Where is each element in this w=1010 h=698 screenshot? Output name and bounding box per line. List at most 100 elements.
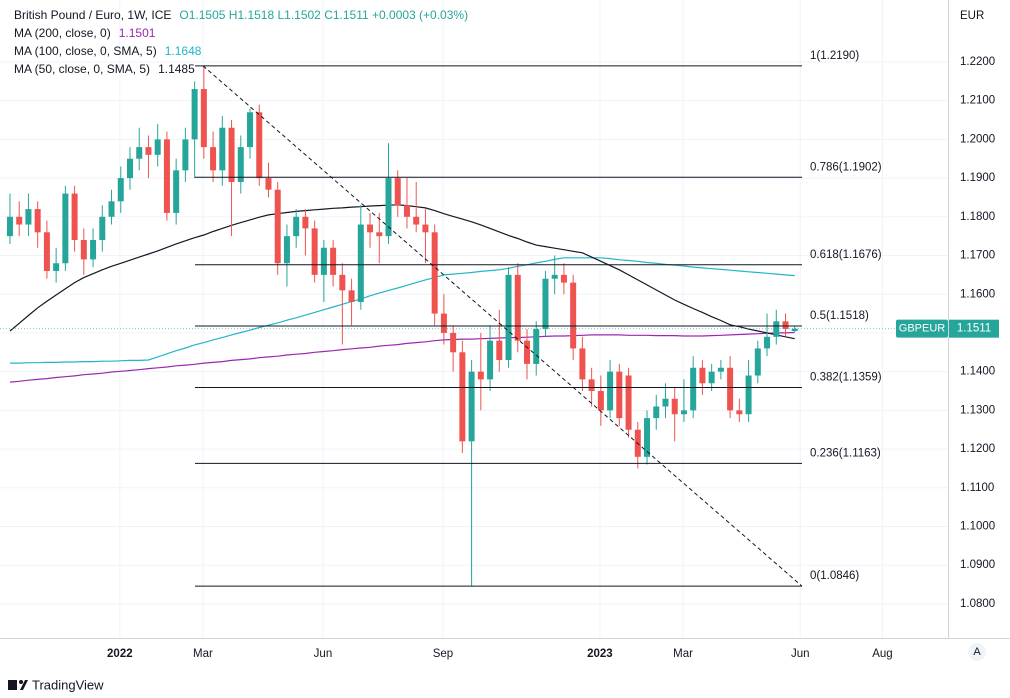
- x-tick-label: Mar: [673, 648, 693, 660]
- candle-body: [754, 348, 761, 376]
- fib-level-label: 0.618(1.1676): [810, 249, 882, 261]
- candle-body: [367, 224, 374, 233]
- candle-body: [293, 216, 300, 237]
- candle-body: [182, 139, 189, 171]
- candle-body: [607, 371, 614, 411]
- candle-body: [173, 170, 180, 213]
- candle-body: [422, 224, 429, 233]
- legend-value: 1.1648: [165, 44, 202, 58]
- x-tick-label: Mar: [193, 648, 213, 660]
- candle-body: [62, 193, 69, 264]
- auto-scale-label[interactable]: A: [973, 646, 981, 658]
- candle-body: [376, 232, 383, 237]
- candle-body: [791, 328, 798, 332]
- legend-entry: MA (50, close, 0, SMA, 5): [14, 62, 150, 76]
- ohlc-readout: O1.1505 H1.1518 L1.1502 C1.1511 +0.0003 …: [179, 8, 468, 22]
- y-tick-label: 1.2200: [960, 56, 995, 68]
- last-price-label: 1.1511: [957, 323, 991, 335]
- symbol-tag: [896, 319, 948, 338]
- fib-level-label: 0.236(1.1163): [810, 447, 881, 459]
- chart-title: British Pound / Euro, 1W, ICE: [14, 8, 171, 22]
- candle-body: [579, 348, 586, 380]
- candle-body: [782, 321, 789, 330]
- candle-body: [514, 274, 521, 341]
- tradingview-logo: [8, 680, 28, 690]
- candle-body: [117, 178, 124, 202]
- candle-body: [717, 367, 724, 372]
- candle-body: [450, 332, 457, 353]
- candle-body: [394, 178, 401, 206]
- candle-body: [727, 367, 734, 411]
- legend-entry: MA (100, close, 0, SMA, 5): [14, 44, 157, 58]
- y-tick-label: 1.1800: [960, 211, 995, 223]
- currency-label: EUR: [960, 10, 984, 22]
- candle-body: [108, 201, 115, 217]
- candle-body: [311, 228, 318, 275]
- candle-body: [662, 398, 669, 407]
- candle-body: [560, 274, 567, 283]
- candle-body: [99, 216, 106, 241]
- candle-body: [163, 139, 170, 213]
- y-tick-label: 1.1200: [960, 443, 995, 455]
- grid: [0, 0, 948, 638]
- candle-body: [459, 352, 466, 442]
- candle-body: [736, 410, 743, 415]
- candle-body: [348, 290, 355, 302]
- candle-body: [764, 336, 771, 349]
- candle-body: [80, 240, 87, 260]
- symbol-label: GBPEUR: [899, 323, 946, 335]
- candle-body: [431, 232, 438, 314]
- y-tick-label: 1.1000: [960, 521, 995, 533]
- moving-average-line: [9, 204, 795, 340]
- candle-body: [644, 418, 651, 457]
- watermark: TradingView: [32, 677, 104, 692]
- candle-body: [570, 282, 577, 349]
- fib-trend-line: [202, 65, 803, 587]
- candle-body: [496, 340, 503, 361]
- fib-level-label: 0.5(1.1518): [810, 310, 869, 322]
- fib-level-label: 1(1.2190): [810, 50, 859, 62]
- candle-body: [523, 340, 530, 364]
- candle-body: [690, 367, 697, 411]
- candle-body: [6, 216, 13, 237]
- candle-body: [145, 147, 152, 155]
- candle-body: [699, 367, 706, 384]
- candle-body: [320, 247, 327, 275]
- y-tick-label: 1.1700: [960, 250, 995, 262]
- candle-body: [773, 321, 780, 337]
- candle-body: [671, 398, 678, 415]
- candle-body: [302, 216, 309, 229]
- y-tick-label: 1.1900: [960, 172, 995, 184]
- candle-body: [708, 371, 715, 384]
- candle-body: [339, 274, 346, 291]
- candle-body: [745, 375, 752, 415]
- candle-body: [256, 112, 263, 179]
- candle-body: [533, 329, 540, 364]
- plot: [6, 65, 798, 587]
- candle-body: [551, 274, 558, 279]
- x-tick-label: Sep: [433, 648, 453, 660]
- candle-body: [487, 340, 494, 380]
- candle-body: [71, 193, 78, 241]
- moving-average-line: [10, 257, 795, 364]
- candle-body: [440, 313, 447, 333]
- candle-body: [680, 410, 687, 415]
- candle-body: [200, 89, 207, 148]
- legend-value: 1.1485: [158, 62, 195, 76]
- y-tick-label: 1.2000: [960, 133, 995, 145]
- candle-body: [25, 209, 32, 225]
- y-tick-label: 1.0800: [960, 598, 995, 610]
- candle-body: [403, 205, 410, 217]
- candle-body: [505, 274, 512, 361]
- candle-body: [210, 147, 217, 171]
- candle-body: [330, 247, 337, 275]
- candle-body: [126, 158, 133, 179]
- candle-body: [542, 278, 549, 330]
- candle-body: [597, 391, 604, 411]
- candle-body: [477, 371, 484, 380]
- fib-level-label: 0.382(1.1359): [810, 372, 882, 384]
- x-tick-label: 2022: [107, 648, 133, 660]
- auto-scale-button[interactable]: [968, 643, 986, 661]
- candle-body: [265, 178, 272, 190]
